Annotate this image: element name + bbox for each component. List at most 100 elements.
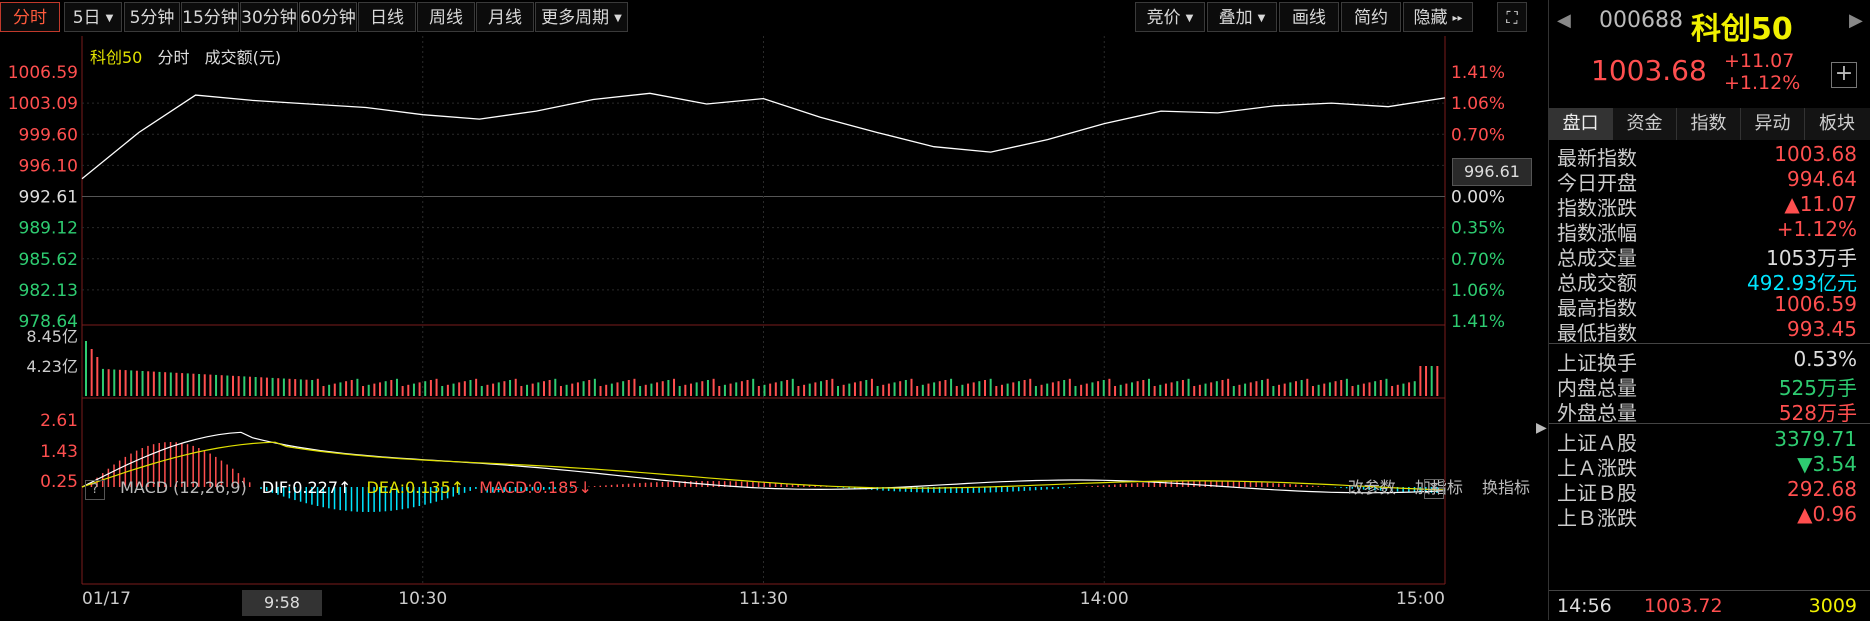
last-trade-volume: 3009	[1809, 595, 1857, 617]
macd-histogram-bar	[1120, 484, 1122, 487]
tab-5min[interactable]: 5分钟	[124, 2, 180, 32]
collapse-panel-icon[interactable]: ▶	[1536, 420, 1546, 460]
macd-histogram-bar	[1024, 487, 1026, 491]
quote-row-label: 最低指数	[1557, 317, 1637, 346]
tab-intraday[interactable]: 分时	[0, 2, 60, 32]
tab-weekly[interactable]: 周线	[417, 2, 475, 32]
simple-mode-button[interactable]: 简约	[1341, 2, 1401, 32]
volume-bar	[289, 379, 291, 396]
edit-params-button[interactable]: 改参数	[1348, 478, 1396, 497]
volume-bar	[645, 385, 647, 396]
volume-bar	[419, 382, 421, 396]
volume-bar	[854, 382, 856, 396]
tab-15min[interactable]: 15分钟	[181, 2, 239, 32]
volume-bar	[792, 379, 794, 396]
volume-bar	[690, 384, 692, 396]
tab-5day[interactable]: 5日▼	[64, 2, 122, 32]
tab-indices[interactable]: 指数	[1677, 108, 1741, 140]
volume-bar	[130, 370, 132, 396]
time-axis-label: 14:00	[1080, 589, 1129, 609]
volume-bar	[311, 380, 313, 396]
volume-bar	[984, 380, 986, 396]
add-watchlist-icon[interactable]: +	[1831, 62, 1857, 88]
volume-bar	[1069, 379, 1071, 396]
tab-funds[interactable]: 资金	[1613, 108, 1677, 140]
overlay-button[interactable]: 叠加▼	[1207, 2, 1277, 32]
prev-arrow-icon[interactable]: ◀	[1557, 10, 1571, 31]
volume-bar	[1227, 379, 1229, 396]
volume-bar	[226, 376, 228, 397]
volume-bar	[809, 384, 811, 396]
volume-bar	[277, 378, 279, 396]
auction-button[interactable]: 竞价▼	[1135, 2, 1205, 32]
volume-bar	[696, 382, 698, 396]
fullscreen-icon[interactable]: ⛶	[1497, 2, 1527, 32]
crosshair-time-tag: 9:58	[242, 590, 322, 616]
tab-60min[interactable]: 60分钟	[299, 2, 357, 32]
quote-row-value: 528万手	[1779, 397, 1857, 426]
volume-bar	[170, 373, 172, 397]
volume-bar	[1267, 379, 1269, 396]
draw-line-button[interactable]: 画线	[1279, 2, 1339, 32]
macd-params[interactable]: MACD (12,26,9)	[120, 478, 247, 497]
volume-bar	[351, 380, 353, 396]
macd-histogram-bar	[1199, 481, 1201, 487]
price-axis-label: 985.62	[19, 250, 78, 270]
double-chevron-right-icon: ▸▸	[1452, 13, 1462, 24]
quote-row-value: ▼3.54	[1797, 452, 1857, 476]
macd-histogram-bar	[752, 482, 754, 487]
macd-histogram-bar	[611, 485, 613, 487]
hide-button[interactable]: 隐藏▸▸	[1403, 2, 1473, 32]
macd-legend: ? MACD (12,26,9) DIF:0.227↑ DEA:0.135↑ M…	[85, 477, 602, 499]
volume-bar	[995, 386, 997, 396]
chevron-down-icon: ▼	[1258, 13, 1266, 24]
macd-histogram-bar	[1001, 487, 1003, 492]
volume-bar	[192, 374, 194, 396]
tab-daily[interactable]: 日线	[358, 2, 416, 32]
volume-bar	[1007, 384, 1009, 396]
volume-bar	[843, 385, 845, 396]
switch-indicator-button[interactable]: 换指标	[1482, 478, 1530, 497]
volume-bar	[894, 382, 896, 396]
price-axis-label: 1006.59	[8, 63, 78, 83]
macd-histogram-bar	[639, 483, 641, 487]
volume-bar	[232, 376, 234, 396]
chevron-down-icon: ▼	[614, 13, 622, 24]
macd-histogram-bar	[1035, 487, 1037, 490]
macd-histogram-bar	[645, 483, 647, 487]
volume-bar	[554, 379, 556, 396]
tab-alerts[interactable]: 异动	[1741, 108, 1805, 140]
macd-histogram-bar	[656, 482, 658, 487]
close-icon[interactable]: ✕	[1424, 479, 1444, 499]
macd-histogram-bar	[1137, 483, 1139, 487]
tab-30min[interactable]: 30分钟	[240, 2, 298, 32]
help-icon[interactable]: ?	[85, 480, 105, 500]
volume-bar	[260, 377, 262, 396]
volume-bar	[814, 382, 816, 396]
volume-bar	[1431, 366, 1433, 396]
volume-bar	[198, 374, 200, 396]
quote-header: ◀ 000688 科创50 ▶ 1003.68 +11.07 +1.12% +	[1549, 0, 1870, 108]
tab-sectors[interactable]: 板块	[1805, 108, 1869, 140]
tab-order-book[interactable]: 盘口	[1549, 108, 1613, 140]
volume-bar	[1216, 381, 1218, 396]
macd-histogram-bar	[1238, 482, 1240, 487]
macd-histogram-bar	[1069, 487, 1071, 488]
tab-monthly[interactable]: 月线	[476, 2, 534, 32]
volume-bar	[1193, 386, 1195, 396]
volume-bar	[424, 381, 426, 396]
next-arrow-icon[interactable]: ▶	[1849, 10, 1863, 31]
tab-more-periods[interactable]: 更多周期▼	[535, 2, 628, 32]
volume-bar	[566, 385, 568, 396]
volume-bar	[1238, 385, 1240, 396]
macd-dif: DIF:0.227↑	[262, 478, 352, 497]
volume-bar	[1114, 386, 1116, 396]
last-trade-price: 1003.72	[1644, 595, 1723, 617]
pct-axis-label: 1.41%	[1451, 63, 1505, 83]
volume-bar	[238, 376, 240, 396]
